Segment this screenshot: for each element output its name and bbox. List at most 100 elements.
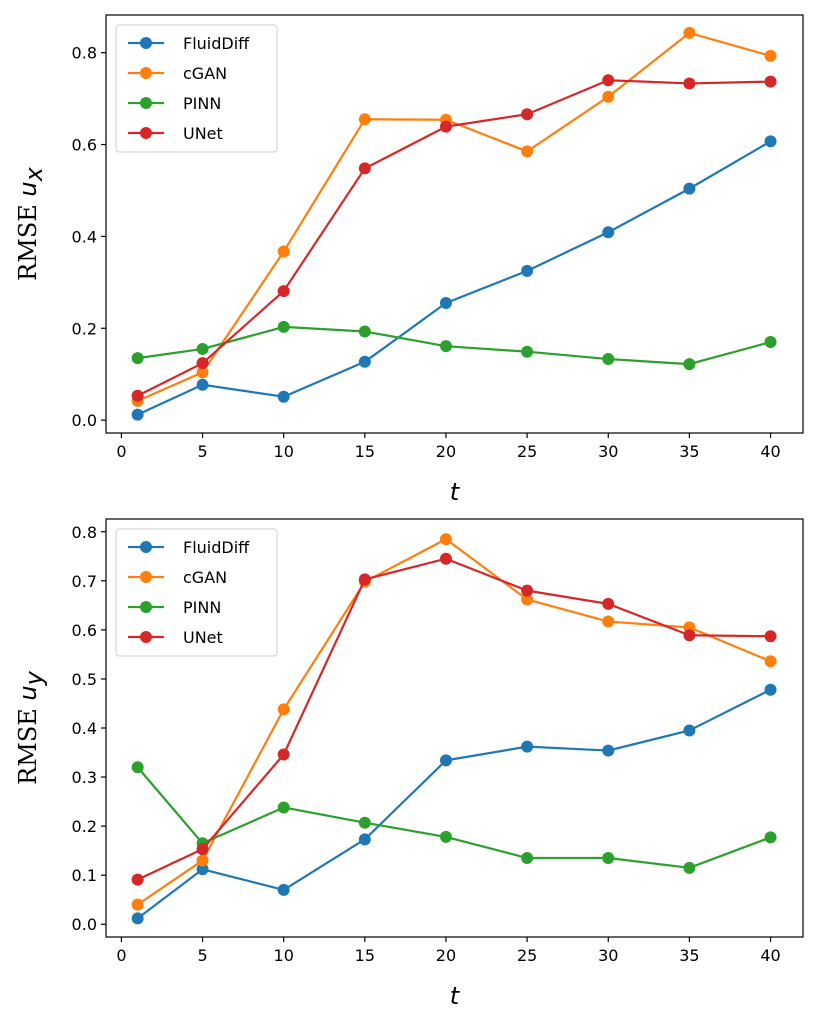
legend-item: UNet — [128, 124, 223, 143]
y-axis-label-var: u — [14, 685, 42, 700]
x-tick-label: 0 — [116, 442, 126, 461]
legend-item: UNet — [128, 628, 223, 647]
data-point — [602, 744, 615, 757]
data-point — [358, 113, 371, 126]
legend-item: PINN — [128, 94, 221, 113]
y-tick-label: 0.0 — [72, 915, 97, 934]
x-tick-label: 40 — [760, 442, 780, 461]
data-point — [196, 366, 209, 379]
data-point — [602, 852, 615, 865]
legend-label: cGAN — [183, 64, 227, 83]
data-point — [764, 336, 777, 349]
data-point — [277, 245, 290, 258]
x-tick-label: 40 — [760, 946, 780, 965]
x-tick-label: 10 — [274, 946, 294, 965]
data-point — [764, 135, 777, 148]
data-point — [131, 761, 144, 774]
data-point — [602, 615, 615, 628]
legend-label: FluidDiff — [183, 538, 250, 557]
legend-label: cGAN — [183, 568, 227, 587]
legend-marker — [140, 601, 152, 613]
data-point — [277, 320, 290, 333]
legend: FluidDiff cGAN PINN UNet — [115, 24, 278, 153]
y-axis-label-sub: y — [20, 670, 48, 686]
y-tick-label: 0.1 — [72, 866, 97, 885]
data-point — [521, 593, 534, 606]
data-point — [683, 861, 696, 874]
data-point — [602, 597, 615, 610]
data-point — [439, 120, 452, 133]
series-unet — [131, 552, 777, 886]
data-point — [196, 342, 209, 355]
data-point — [131, 352, 144, 365]
y-tick-label: 0.6 — [72, 136, 97, 155]
data-point — [439, 830, 452, 843]
legend-item: PINN — [128, 598, 221, 617]
y-tick-label: 0.2 — [72, 319, 97, 338]
y-axis-label-var: u — [14, 181, 42, 196]
x-axis-label: t — [450, 478, 461, 506]
data-point — [764, 655, 777, 668]
data-point — [358, 355, 371, 368]
data-point — [683, 629, 696, 642]
data-point — [764, 75, 777, 88]
data-point — [277, 748, 290, 761]
x-tick-label: 25 — [517, 946, 537, 965]
series-fluiddiff — [131, 683, 777, 925]
data-point — [439, 754, 452, 767]
data-point — [521, 584, 534, 597]
data-point — [277, 390, 290, 403]
y-axis-label-prefix: RMSE — [14, 701, 42, 785]
series-unet — [131, 74, 777, 402]
data-point — [358, 833, 371, 846]
y-axis-label: RMSE uy — [14, 670, 48, 784]
data-point — [439, 552, 452, 565]
x-tick-label: 5 — [197, 946, 207, 965]
data-point — [196, 854, 209, 867]
legend-item: FluidDiff — [128, 538, 250, 557]
x-tick-label: 10 — [274, 442, 294, 461]
x-tick-label: 35 — [679, 946, 699, 965]
legend-marker — [140, 37, 152, 49]
data-point — [683, 358, 696, 371]
data-point — [196, 378, 209, 391]
legend-label: PINN — [183, 598, 221, 617]
data-point — [196, 357, 209, 370]
data-point — [521, 145, 534, 158]
data-point — [521, 852, 534, 865]
data-point — [439, 340, 452, 353]
data-point — [131, 389, 144, 402]
series-line-pinn — [137, 325, 771, 366]
data-point — [602, 90, 615, 103]
plot-frame — [105, 14, 804, 434]
chart-panel-1: 0 5 10 15 20 25 30 35 40 0.0 0.2 0.4 0.6 0.8 t RMSE ux F… — [14, 14, 804, 506]
legend-box — [115, 24, 278, 153]
y-tick-label: 0.4 — [72, 719, 97, 738]
data-point — [277, 285, 290, 298]
data-point — [764, 831, 777, 844]
x-tick-label: 20 — [436, 442, 456, 461]
data-point — [521, 345, 534, 358]
data-point — [683, 26, 696, 39]
data-point — [439, 533, 452, 546]
data-point — [602, 353, 615, 366]
data-point — [358, 162, 371, 175]
y-tick-label: 0.2 — [72, 817, 97, 836]
x-tick-label: 5 — [197, 442, 207, 461]
data-point — [131, 873, 144, 886]
legend-box — [115, 528, 278, 657]
legend-marker — [140, 631, 152, 643]
legend-marker — [140, 541, 152, 553]
legend-item: cGAN — [128, 64, 227, 83]
legend-label: UNet — [183, 628, 223, 647]
y-axis-label: RMSE ux — [14, 166, 48, 280]
x-tick-label: 15 — [355, 442, 375, 461]
data-point — [277, 883, 290, 896]
data-point — [521, 740, 534, 753]
x-tick-label: 15 — [355, 946, 375, 965]
legend-marker — [140, 67, 152, 79]
y-tick-label: 0.8 — [72, 44, 97, 63]
data-point — [683, 182, 696, 195]
legend-marker — [140, 571, 152, 583]
legend-label: FluidDiff — [183, 34, 250, 53]
